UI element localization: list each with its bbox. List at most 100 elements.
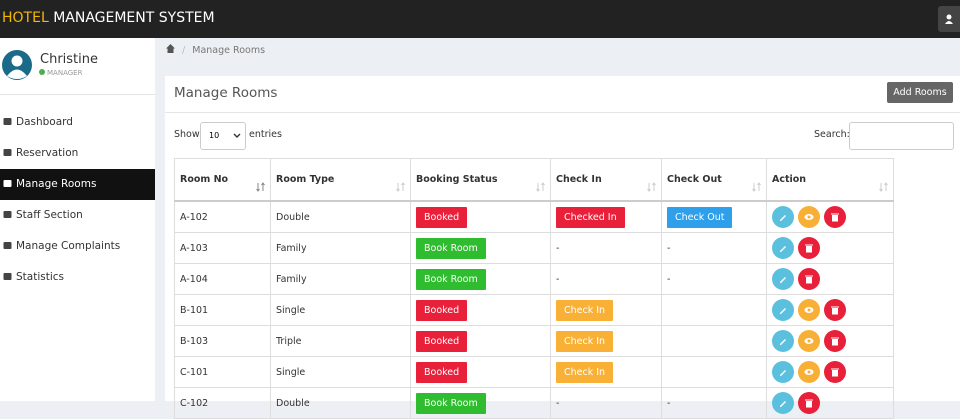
cell-text: - xyxy=(556,242,560,254)
table-cell: Booked xyxy=(410,294,551,326)
cell-text: A-104 xyxy=(180,273,208,285)
entries-select[interactable]: 10 xyxy=(200,122,246,150)
status-button[interactable]: Booked xyxy=(416,206,468,228)
table-cell: A-104 xyxy=(174,263,271,295)
status-button[interactable]: Book Room xyxy=(416,392,486,414)
status-button[interactable]: Book Room xyxy=(416,237,486,259)
column-label: Room No xyxy=(180,174,229,185)
status-button[interactable]: Book Room xyxy=(416,268,486,290)
status-button[interactable]: Booked xyxy=(416,361,468,383)
panel: Manage Rooms Add Rooms Show 10 entries S… xyxy=(165,76,960,419)
table-cell xyxy=(661,294,767,326)
table-row: A-104 Family Book Room - - xyxy=(174,263,894,295)
action-cell xyxy=(766,200,894,233)
table-cell: Book Room xyxy=(410,263,551,295)
nav-item[interactable]: Reservation xyxy=(0,138,155,169)
breadcrumb-current: Manage Rooms xyxy=(192,45,266,56)
entries-label: entries xyxy=(249,129,282,140)
show-label: Show xyxy=(174,129,200,140)
table-cell: Booked xyxy=(410,200,551,233)
user-name: Christine xyxy=(40,52,98,67)
delete-button[interactable] xyxy=(798,392,820,414)
table-cell: Single xyxy=(270,294,411,326)
status-button[interactable]: Booked xyxy=(416,330,468,352)
table-cell: - xyxy=(550,232,662,264)
table-row: B-101 Single Booked Check In xyxy=(174,294,894,326)
nav-item[interactable]: Dashboard xyxy=(0,107,155,138)
cell-text: Single xyxy=(276,304,306,316)
column-label: Booking Status xyxy=(416,174,498,185)
delete-button[interactable] xyxy=(798,237,820,259)
avatar xyxy=(2,50,32,80)
brand[interactable]: HOTEL MANAGEMENT SYSTEM xyxy=(2,10,215,26)
delete-button[interactable] xyxy=(824,330,846,352)
status-button[interactable]: Check In xyxy=(556,330,614,352)
action-cell xyxy=(766,294,894,326)
table-cell: - xyxy=(550,387,662,419)
delete-button[interactable] xyxy=(824,206,846,228)
nav-item[interactable]: Manage Complaints xyxy=(0,231,155,262)
status-button[interactable]: Check In xyxy=(556,299,614,321)
table-cell: Book Room xyxy=(410,387,551,419)
action-cell xyxy=(766,263,894,295)
view-button[interactable] xyxy=(798,299,820,321)
delete-button[interactable] xyxy=(798,268,820,290)
column-header[interactable]: Booking Status xyxy=(410,158,551,202)
status-button[interactable]: Checked In xyxy=(556,206,625,228)
edit-button[interactable] xyxy=(772,392,794,414)
search-input[interactable] xyxy=(849,122,954,150)
entries-value: 10 xyxy=(209,131,220,140)
column-header[interactable]: Room Type xyxy=(270,158,411,202)
nav-label: Manage Rooms xyxy=(16,178,97,190)
breadcrumb: / Manage Rooms xyxy=(166,44,265,56)
table-cell xyxy=(661,325,767,357)
column-header[interactable]: Check In xyxy=(550,158,662,202)
table-cell: Family xyxy=(270,263,411,295)
nav-item[interactable]: Statistics xyxy=(0,262,155,293)
nav-item[interactable]: Manage Rooms xyxy=(0,169,155,200)
user-menu-button[interactable] xyxy=(938,6,960,32)
sidebar: Christine MANAGER Dashboard Reservation Ma… xyxy=(0,38,155,401)
home-icon[interactable] xyxy=(166,44,175,53)
cell-text: Double xyxy=(276,211,310,223)
nav-item[interactable]: Staff Section xyxy=(0,200,155,231)
column-header[interactable]: Action xyxy=(766,158,894,202)
cell-text: - xyxy=(556,397,560,409)
column-label: Room Type xyxy=(276,174,335,185)
nav-label: Statistics xyxy=(16,271,64,283)
view-button[interactable] xyxy=(798,330,820,352)
edit-button[interactable] xyxy=(772,268,794,290)
status-button[interactable]: Booked xyxy=(416,299,468,321)
nav-label: Manage Complaints xyxy=(16,240,121,252)
delete-button[interactable] xyxy=(824,361,846,383)
view-button[interactable] xyxy=(798,206,820,228)
column-label: Action xyxy=(772,174,807,185)
edit-button[interactable] xyxy=(772,299,794,321)
edit-button[interactable] xyxy=(772,237,794,259)
table-cell: Check In xyxy=(550,325,662,357)
table-cell: Check In xyxy=(550,294,662,326)
table-row: A-103 Family Book Room - - xyxy=(174,232,894,264)
table-cell: Booked xyxy=(410,325,551,357)
delete-button[interactable] xyxy=(824,299,846,321)
add-rooms-button[interactable]: Add Rooms xyxy=(887,82,953,103)
edit-button[interactable] xyxy=(772,330,794,352)
status-dot xyxy=(39,69,45,75)
edit-button[interactable] xyxy=(772,206,794,228)
view-button[interactable] xyxy=(798,361,820,383)
column-header[interactable]: Check Out xyxy=(661,158,767,202)
cell-text: - xyxy=(667,273,671,285)
cell-text: - xyxy=(556,273,560,285)
edit-button[interactable] xyxy=(772,361,794,383)
table-cell: Booked xyxy=(410,356,551,388)
status-button[interactable]: Check In xyxy=(556,361,614,383)
column-header[interactable]: Room No xyxy=(174,158,271,202)
table-cell: Checked In xyxy=(550,200,662,233)
column-label: Check Out xyxy=(667,174,722,185)
status-button[interactable]: Check Out xyxy=(667,206,733,228)
action-cell xyxy=(766,325,894,357)
divider xyxy=(0,94,155,95)
table-cell: Check Out xyxy=(661,200,767,233)
table-cell: - xyxy=(661,387,767,419)
table-cell xyxy=(661,356,767,388)
